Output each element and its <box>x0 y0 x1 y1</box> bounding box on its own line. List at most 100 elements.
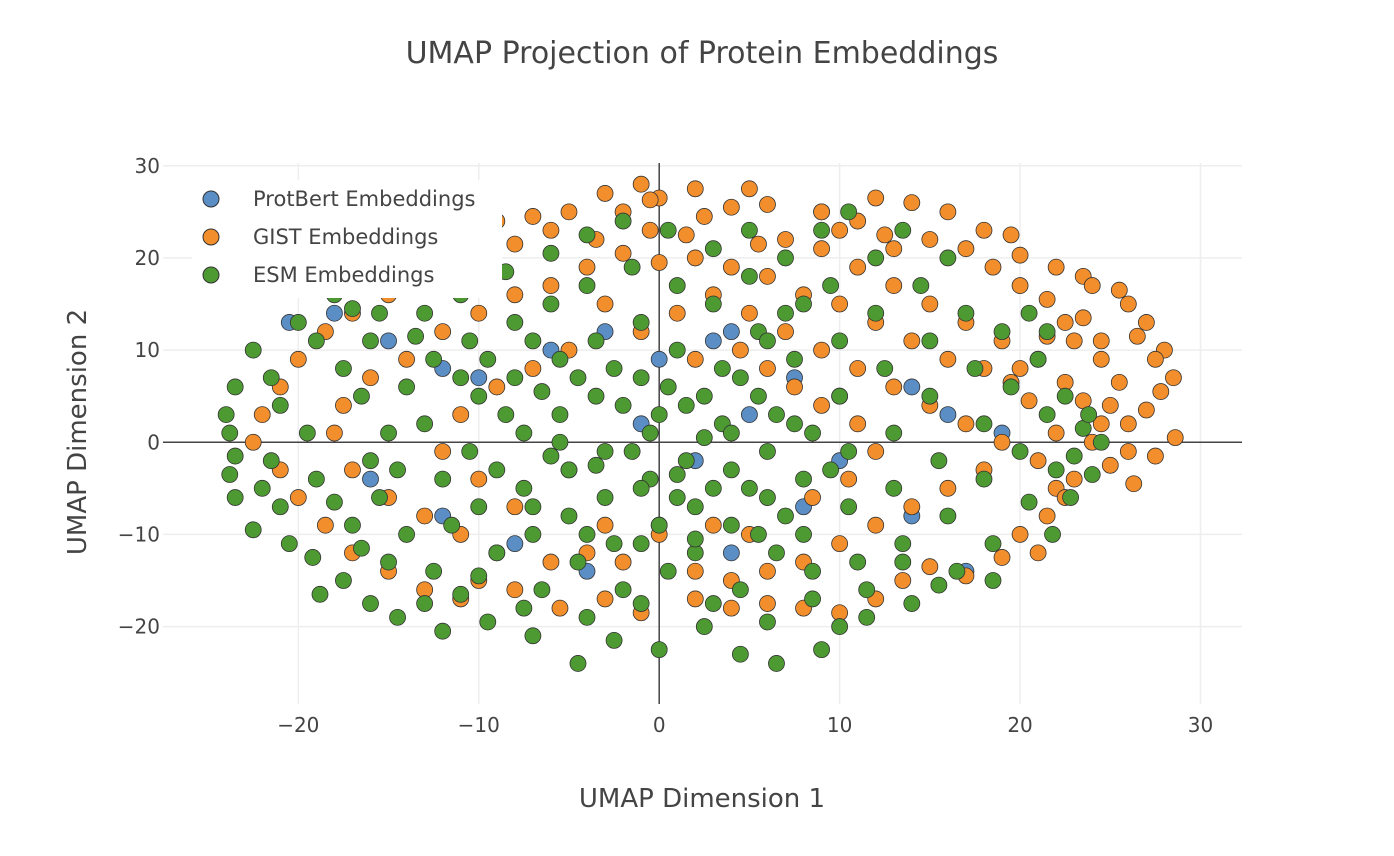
point-gist-embeddings <box>1083 277 1101 294</box>
point-esm-embeddings <box>1020 304 1038 322</box>
point-gist-embeddings <box>560 203 578 221</box>
point-esm-embeddings <box>921 387 939 405</box>
point-esm-embeddings <box>221 424 239 442</box>
point-esm-embeddings <box>921 332 939 350</box>
legend[interactable]: ProtBert Embeddings GIST Embeddings ESM … <box>192 180 502 298</box>
point-esm-embeddings <box>596 489 614 506</box>
point-esm-embeddings <box>750 526 767 543</box>
point-esm-embeddings <box>1083 466 1101 483</box>
point-gist-embeddings <box>867 189 885 207</box>
point-esm-embeddings <box>957 304 975 322</box>
point-esm-embeddings <box>515 479 533 497</box>
point-gist-embeddings <box>335 396 352 414</box>
point-gist-embeddings <box>984 258 1002 276</box>
point-gist-embeddings <box>1101 456 1119 474</box>
point-esm-embeddings <box>542 447 560 465</box>
point-gist-embeddings <box>578 258 596 276</box>
point-gist-embeddings <box>316 516 334 534</box>
point-esm-embeddings <box>704 240 722 258</box>
point-esm-embeddings <box>271 396 289 414</box>
point-esm-embeddings <box>551 406 569 424</box>
point-esm-embeddings <box>280 535 298 553</box>
point-gist-embeddings <box>1011 526 1029 543</box>
point-gist-embeddings <box>551 599 569 617</box>
point-gist-embeddings <box>759 562 776 580</box>
point-protbert-embeddings <box>903 378 921 396</box>
point-gist-embeddings <box>957 415 975 433</box>
point-esm-embeddings <box>380 424 397 442</box>
point-gist-embeddings <box>1065 332 1083 350</box>
point-esm-embeddings <box>533 581 551 599</box>
point-esm-embeddings <box>551 433 569 451</box>
point-gist-embeddings <box>542 277 560 294</box>
point-esm-embeddings <box>840 443 858 460</box>
point-esm-embeddings <box>849 553 867 571</box>
point-esm-embeddings <box>768 544 785 562</box>
point-gist-embeddings <box>398 350 415 368</box>
point-esm-embeddings <box>614 212 632 230</box>
x-tick-labels: −20 −10 0 10 20 30 <box>277 713 1213 737</box>
point-esm-embeddings <box>840 498 858 516</box>
point-gist-embeddings <box>1146 350 1164 368</box>
point-gist-embeddings <box>704 516 722 534</box>
legend-item-esm[interactable]: ESM Embeddings <box>202 263 434 287</box>
point-esm-embeddings <box>668 277 686 294</box>
point-esm-embeddings <box>966 360 984 377</box>
point-gist-embeddings <box>786 378 803 396</box>
point-esm-embeddings <box>1029 350 1047 368</box>
point-gist-embeddings <box>1152 383 1170 400</box>
point-gist-embeddings <box>813 396 830 414</box>
legend-label-gist: GIST Embeddings <box>253 225 438 249</box>
point-esm-embeddings <box>524 627 542 645</box>
point-gist-embeddings <box>632 175 650 193</box>
point-gist-embeddings <box>1074 309 1092 327</box>
point-esm-embeddings <box>650 406 668 424</box>
point-esm-embeddings <box>298 424 316 442</box>
point-esm-embeddings <box>759 332 776 350</box>
point-gist-embeddings <box>840 470 858 488</box>
point-gist-embeddings <box>741 304 758 322</box>
point-gist-embeddings <box>1020 392 1038 410</box>
point-esm-embeddings <box>398 526 415 543</box>
point-gist-embeddings <box>1011 277 1029 294</box>
point-esm-embeddings <box>416 415 434 433</box>
point-esm-embeddings <box>362 595 379 612</box>
y-axis-title: UMAP Dimension 2 <box>63 309 93 555</box>
point-esm-embeddings <box>560 507 578 525</box>
point-esm-embeddings <box>524 526 542 543</box>
chart-title: UMAP Projection of Protein Embeddings <box>406 36 999 71</box>
point-esm-embeddings <box>614 396 632 414</box>
point-esm-embeddings <box>722 461 740 479</box>
point-gist-embeddings <box>470 304 488 322</box>
point-esm-embeddings <box>759 443 776 460</box>
point-gist-embeddings <box>686 180 704 198</box>
point-esm-embeddings <box>677 452 695 470</box>
point-gist-embeddings <box>1047 258 1065 276</box>
point-esm-embeddings <box>479 613 497 631</box>
point-gist-embeddings <box>849 258 867 276</box>
point-esm-embeddings <box>668 466 686 483</box>
point-esm-embeddings <box>930 452 948 470</box>
legend-background <box>192 180 502 298</box>
point-esm-embeddings <box>632 314 650 331</box>
point-protbert-embeddings <box>722 544 740 562</box>
point-gist-embeddings <box>831 221 849 239</box>
legend-item-gist[interactable]: GIST Embeddings <box>202 225 438 249</box>
point-esm-embeddings <box>704 295 722 313</box>
point-esm-embeddings <box>822 277 840 294</box>
point-esm-embeddings <box>813 221 830 239</box>
point-esm-embeddings <box>623 258 641 276</box>
point-esm-embeddings <box>244 341 262 359</box>
point-esm-embeddings <box>461 443 479 460</box>
point-protbert-embeddings <box>380 332 397 350</box>
point-gist-embeddings <box>650 254 668 271</box>
point-gist-embeddings <box>894 572 912 589</box>
point-esm-embeddings <box>353 387 370 405</box>
point-gist-embeddings <box>921 231 939 248</box>
point-gist-embeddings <box>722 258 740 276</box>
point-gist-embeddings <box>1110 373 1128 391</box>
point-gist-embeddings <box>741 180 758 198</box>
point-gist-embeddings <box>344 461 361 479</box>
legend-item-protbert[interactable]: ProtBert Embeddings <box>202 187 475 211</box>
point-gist-embeddings <box>686 562 704 580</box>
